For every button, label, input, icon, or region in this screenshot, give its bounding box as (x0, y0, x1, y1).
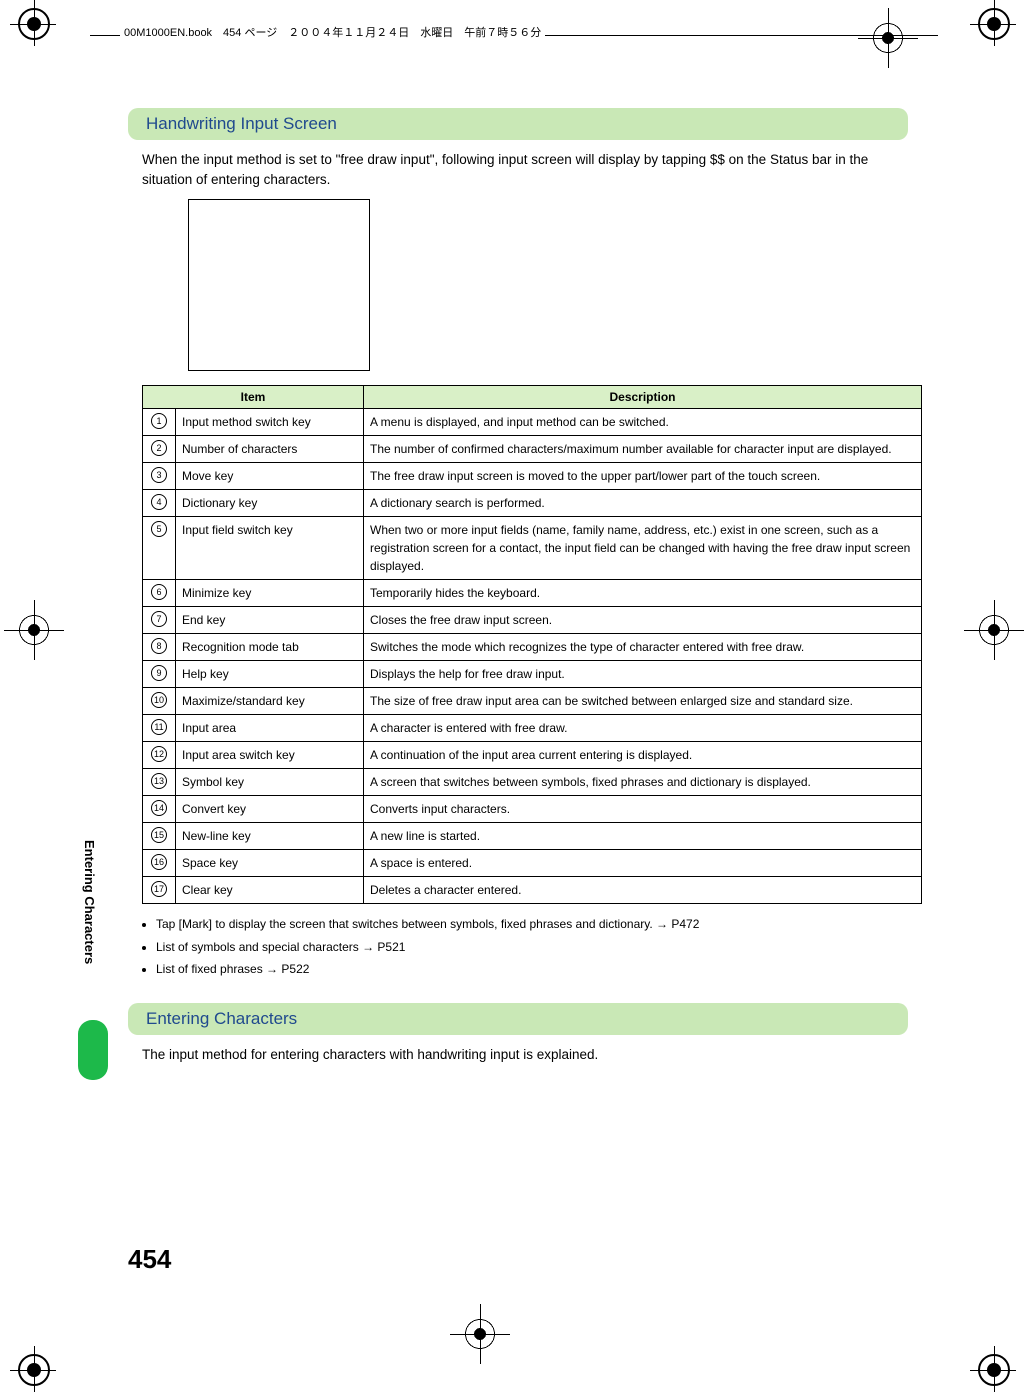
row-item: Symbol key (176, 769, 364, 796)
table-row: 13Symbol keyA screen that switches betwe… (143, 769, 922, 796)
row-description: The free draw input screen is moved to t… (364, 463, 922, 490)
section-heading-handwriting: Handwriting Input Screen (128, 108, 908, 140)
section-intro-2: The input method for entering characters… (142, 1045, 908, 1065)
section-intro: When the input method is set to "free dr… (142, 150, 908, 189)
table-row: 1Input method switch keyA menu is displa… (143, 409, 922, 436)
registration-mark-icon (868, 18, 908, 58)
feature-table: Item Description 1Input method switch ke… (142, 385, 922, 904)
table-row: 10Maximize/standard keyThe size of free … (143, 688, 922, 715)
row-number: 15 (143, 823, 176, 850)
crop-mark-icon (978, 1354, 1010, 1386)
row-item: Number of characters (176, 436, 364, 463)
row-number: 5 (143, 517, 176, 580)
table-row: 11Input areaA character is entered with … (143, 715, 922, 742)
row-description: Displays the help for free draw input. (364, 661, 922, 688)
table-row: 4Dictionary keyA dictionary search is pe… (143, 490, 922, 517)
note-item: Tap [Mark] to display the screen that sw… (156, 914, 908, 934)
row-number: 11 (143, 715, 176, 742)
row-item: Minimize key (176, 580, 364, 607)
table-row: 14Convert keyConverts input characters. (143, 796, 922, 823)
row-number: 4 (143, 490, 176, 517)
table-row: 12Input area switch keyA continuation of… (143, 742, 922, 769)
notes-list: Tap [Mark] to display the screen that sw… (142, 914, 908, 979)
row-number: 1 (143, 409, 176, 436)
row-description: A screen that switches between symbols, … (364, 769, 922, 796)
row-number: 8 (143, 634, 176, 661)
table-row: 9Help keyDisplays the help for free draw… (143, 661, 922, 688)
table-header-item: Item (143, 386, 364, 409)
row-description: The number of confirmed characters/maxim… (364, 436, 922, 463)
row-description: A dictionary search is performed. (364, 490, 922, 517)
registration-mark-icon (460, 1314, 500, 1354)
row-number: 14 (143, 796, 176, 823)
screenshot-placeholder (188, 199, 370, 371)
row-description: When two or more input fields (name, fam… (364, 517, 922, 580)
row-number: 13 (143, 769, 176, 796)
row-item: Convert key (176, 796, 364, 823)
row-item: Dictionary key (176, 490, 364, 517)
row-description: Converts input characters. (364, 796, 922, 823)
note-item: List of symbols and special characters →… (156, 937, 908, 957)
row-number: 10 (143, 688, 176, 715)
crop-mark-icon (18, 8, 50, 40)
row-item: Input field switch key (176, 517, 364, 580)
table-row: 16Space keyA space is entered. (143, 850, 922, 877)
row-number: 2 (143, 436, 176, 463)
row-item: Input area (176, 715, 364, 742)
row-number: 16 (143, 850, 176, 877)
row-item: New-line key (176, 823, 364, 850)
row-item: Move key (176, 463, 364, 490)
row-item: End key (176, 607, 364, 634)
row-item: Space key (176, 850, 364, 877)
page: 00M1000EN.book 454 ページ ２００４年１１月２４日 水曜日 午… (0, 0, 1028, 1394)
table-row: 8Recognition mode tabSwitches the mode w… (143, 634, 922, 661)
table-row: 2Number of charactersThe number of confi… (143, 436, 922, 463)
page-number: 454 (128, 1244, 171, 1275)
note-item: List of fixed phrases → P522 (156, 959, 908, 979)
row-item: Clear key (176, 877, 364, 904)
crop-mark-icon (978, 8, 1010, 40)
crop-mark-icon (18, 1354, 50, 1386)
row-number: 3 (143, 463, 176, 490)
row-description: A menu is displayed, and input method ca… (364, 409, 922, 436)
row-number: 17 (143, 877, 176, 904)
running-head: 00M1000EN.book 454 ページ ２００４年１１月２４日 水曜日 午… (120, 24, 545, 40)
section-heading-entering: Entering Characters (128, 1003, 908, 1035)
row-number: 6 (143, 580, 176, 607)
table-header-description: Description (364, 386, 922, 409)
row-description: A continuation of the input area current… (364, 742, 922, 769)
row-number: 12 (143, 742, 176, 769)
content-area: Handwriting Input Screen When the input … (128, 108, 908, 1075)
table-row: 3Move keyThe free draw input screen is m… (143, 463, 922, 490)
row-description: Deletes a character entered. (364, 877, 922, 904)
table-row: 7End keyCloses the free draw input scree… (143, 607, 922, 634)
section-side-tab: Entering Characters (82, 840, 97, 964)
row-item: Help key (176, 661, 364, 688)
table-row: 15New-line keyA new line is started. (143, 823, 922, 850)
row-description: A character is entered with free draw. (364, 715, 922, 742)
row-item: Input method switch key (176, 409, 364, 436)
table-row: 17Clear keyDeletes a character entered. (143, 877, 922, 904)
row-number: 7 (143, 607, 176, 634)
table-row: 5Input field switch keyWhen two or more … (143, 517, 922, 580)
section-color-tab (78, 1020, 108, 1080)
table-row: 6Minimize keyTemporarily hides the keybo… (143, 580, 922, 607)
registration-mark-icon (974, 610, 1014, 650)
row-description: A new line is started. (364, 823, 922, 850)
registration-mark-icon (14, 610, 54, 650)
row-number: 9 (143, 661, 176, 688)
row-description: Switches the mode which recognizes the t… (364, 634, 922, 661)
row-item: Input area switch key (176, 742, 364, 769)
row-description: The size of free draw input area can be … (364, 688, 922, 715)
row-description: Closes the free draw input screen. (364, 607, 922, 634)
row-description: Temporarily hides the keyboard. (364, 580, 922, 607)
row-item: Recognition mode tab (176, 634, 364, 661)
row-description: A space is entered. (364, 850, 922, 877)
row-item: Maximize/standard key (176, 688, 364, 715)
